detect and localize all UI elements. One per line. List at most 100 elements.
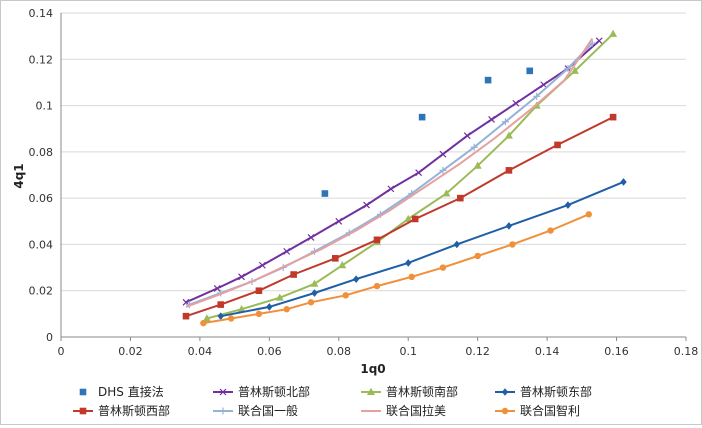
data-point	[620, 178, 627, 186]
series-5	[182, 113, 617, 320]
data-point	[504, 131, 513, 139]
y-axis-title: 4q1	[12, 163, 26, 188]
legend-marker	[79, 407, 87, 415]
x-tick-label: 0.06	[257, 345, 282, 358]
y-tick-label: 0.12	[29, 53, 54, 66]
x-tick-label: 0.02	[118, 345, 143, 358]
data-point	[585, 211, 592, 218]
data-point	[283, 247, 291, 255]
series-line	[203, 213, 590, 325]
legend-item: DHS 直接法	[79, 384, 164, 399]
legend-label: 联合国智利	[520, 403, 580, 418]
data-point	[373, 236, 381, 244]
data-point	[283, 306, 290, 313]
data-point	[202, 314, 211, 322]
data-point	[442, 189, 451, 197]
data-point	[609, 29, 618, 37]
y-tick-label: 0.08	[29, 146, 54, 159]
data-point	[564, 201, 572, 209]
y-tick-label: 0.04	[29, 238, 54, 251]
series-line	[185, 37, 594, 308]
legend-marker	[219, 407, 227, 415]
plot-area	[182, 29, 627, 327]
series-8	[200, 211, 592, 327]
data-point	[595, 37, 603, 45]
legend-label: 普林斯顿东部	[520, 384, 592, 399]
data-point	[547, 227, 554, 234]
x-axis-title: 1q0	[360, 362, 385, 376]
x-tick-label: 0	[58, 345, 65, 358]
legend-label: 联合国拉美	[386, 403, 446, 418]
data-point	[342, 292, 349, 299]
series-line	[185, 116, 614, 318]
y-tick-label: 0.1	[36, 100, 54, 113]
series-line	[189, 42, 594, 306]
data-point	[564, 65, 572, 73]
data-point	[217, 312, 224, 320]
legend-label: 联合国一般	[238, 403, 298, 418]
series-1	[321, 67, 534, 197]
x-tick-label: 0.1	[399, 345, 417, 358]
data-point	[439, 166, 447, 174]
data-point	[335, 217, 343, 225]
series-3	[202, 29, 618, 322]
y-tick-label: 0	[46, 331, 53, 344]
data-point	[217, 301, 225, 308]
y-tick-label: 0.06	[29, 192, 54, 205]
legend-item: 联合国一般	[213, 403, 298, 418]
data-point	[404, 214, 413, 222]
series-4	[217, 178, 627, 320]
data-point	[463, 132, 471, 140]
data-point	[238, 273, 245, 281]
series-2	[182, 37, 603, 306]
data-point	[411, 215, 419, 223]
legend-marker	[501, 407, 509, 415]
legend-marker	[501, 388, 509, 396]
legend-marker	[219, 388, 227, 396]
legend-label: DHS 直接法	[98, 384, 164, 399]
data-point	[533, 92, 541, 100]
series-line	[185, 40, 600, 304]
x-tick-label: 0.04	[188, 345, 213, 358]
data-point	[505, 222, 513, 230]
x-tick-label: 0.08	[327, 345, 352, 358]
y-tick-label: 0.02	[29, 285, 54, 298]
legend-item: 普林斯顿西部	[73, 403, 170, 418]
data-point	[255, 287, 263, 295]
data-point	[258, 261, 266, 269]
x-tick-label: 0.18	[674, 345, 699, 358]
data-point	[540, 81, 548, 89]
data-point	[405, 259, 412, 267]
legend-item: 普林斯顿南部	[361, 384, 458, 399]
legend-item: 联合国拉美	[361, 403, 446, 418]
legend-marker	[79, 388, 87, 396]
data-point	[373, 282, 381, 290]
data-point	[338, 261, 347, 269]
data-point	[363, 201, 370, 209]
data-point	[554, 141, 561, 149]
data-point	[321, 190, 329, 197]
series-7	[185, 37, 594, 308]
legend-item: 联合国智利	[495, 403, 580, 418]
data-point	[387, 185, 395, 193]
data-point	[439, 150, 447, 158]
data-point	[488, 116, 495, 123]
data-point	[213, 284, 221, 292]
y-tick-label: 0.14	[29, 7, 54, 20]
data-point	[311, 289, 318, 297]
data-point	[307, 234, 315, 241]
data-point	[227, 315, 235, 322]
data-point	[512, 99, 520, 107]
data-point	[310, 279, 319, 287]
legend-label: 普林斯顿北部	[238, 384, 310, 399]
data-point	[526, 67, 534, 75]
data-point	[474, 252, 481, 260]
data-point	[509, 241, 516, 248]
x-tick-label: 0.16	[604, 345, 629, 358]
data-point	[415, 169, 423, 177]
data-point	[501, 118, 509, 126]
legend-label: 普林斯顿南部	[386, 384, 458, 399]
legend-marker	[367, 387, 375, 395]
data-point	[275, 293, 284, 301]
